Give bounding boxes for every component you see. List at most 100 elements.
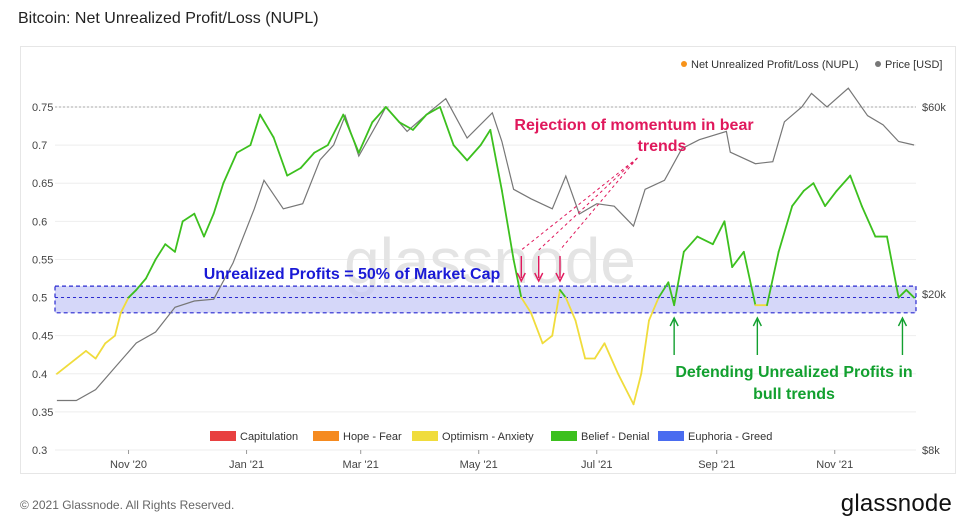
nupl-segment — [135, 277, 147, 291]
nupl-segment — [94, 342, 107, 360]
rejection-connector — [538, 157, 638, 251]
rejection-connector — [559, 157, 638, 251]
nupl-segment — [824, 189, 838, 207]
nupl-segment — [114, 311, 122, 337]
nupl-segment — [104, 334, 116, 345]
x-tick-label: Jul '21 — [581, 459, 612, 471]
zone-legend-label: Belief - Denial — [581, 431, 649, 443]
zone-legend-label: Capitulation — [240, 431, 298, 443]
zone-legend-label: Hope - Fear — [343, 431, 402, 443]
defend-arrowhead — [669, 316, 679, 327]
rejection-connector — [520, 157, 638, 251]
nupl-segment — [897, 289, 908, 299]
nupl-segment — [696, 235, 714, 246]
series-legend-label: Price [USD] — [885, 59, 942, 71]
rejection-arrowhead — [516, 272, 526, 283]
band-layer — [54, 285, 917, 314]
nupl-segment — [835, 174, 852, 192]
y-tick-label: 0.6 — [32, 216, 47, 228]
y-tick-label: 0.4 — [32, 369, 47, 381]
series-legend-label: Net Unrealized Profit/Loss (NUPL) — [691, 59, 859, 71]
nupl-segment — [65, 357, 78, 368]
zone-legend-swatch — [210, 431, 236, 441]
y-tick-label: 0.75 — [32, 102, 53, 114]
y-tick-label: 0.7 — [32, 140, 47, 152]
nupl-segment — [249, 113, 261, 147]
nupl-segment — [640, 319, 650, 375]
nupl-segment — [617, 372, 635, 406]
nupl-segment — [119, 296, 130, 314]
rejection-arrowhead — [555, 272, 565, 283]
nupl-segment — [501, 189, 515, 261]
nupl-segment — [398, 121, 414, 131]
nupl-segment — [849, 174, 863, 207]
nupl-segment — [203, 212, 215, 238]
y-tick-label: 0.3 — [32, 445, 47, 457]
arrow-layer — [516, 157, 908, 355]
nupl-segment — [766, 250, 780, 307]
nupl-segment — [384, 106, 401, 124]
y-right-tick-label: $20k — [922, 289, 946, 301]
nupl-segment — [812, 182, 826, 207]
defend-annotation-line2: bull trends — [753, 386, 835, 403]
nupl-segment — [439, 106, 455, 147]
nupl-segment — [466, 144, 482, 162]
nupl-segment — [723, 220, 734, 268]
y-tick-label: 0.65 — [32, 178, 53, 190]
y-tick-label: 0.35 — [32, 407, 53, 419]
nupl-segment — [154, 243, 167, 261]
zone-legend-swatch — [412, 431, 438, 441]
x-tick-label: Nov '21 — [816, 459, 853, 471]
x-tick-label: Jan '21 — [229, 459, 264, 471]
nupl-segment — [357, 121, 374, 154]
nupl-segment — [342, 113, 360, 154]
nupl-segment — [593, 342, 606, 360]
zone-legend-swatch — [658, 431, 684, 441]
chart-frame — [20, 46, 956, 474]
nupl-segment — [541, 334, 554, 345]
y-tick-label: 0.5 — [32, 293, 47, 305]
defend-arrowhead — [752, 316, 762, 327]
nupl-segment — [212, 182, 225, 215]
nupl-segment — [711, 220, 726, 246]
nupl-segment — [574, 319, 587, 360]
y-tick-label: 0.45 — [32, 331, 53, 343]
legend-layer: Net Unrealized Profit/Loss (NUPL) Price [… — [210, 59, 942, 443]
x-tick-label: May '21 — [460, 459, 498, 471]
x-tick-label: Sep '21 — [698, 459, 735, 471]
y-right-tick-label: $60k — [922, 102, 946, 114]
nupl-segment — [145, 258, 157, 280]
rejection-arrowhead — [534, 272, 544, 283]
nupl-layer — [56, 106, 915, 406]
text-layer: Rejection of momentum in bear trends Unrea… — [204, 117, 913, 403]
price-line — [56, 87, 915, 402]
nupl-segment — [193, 212, 205, 238]
nupl-segment — [313, 144, 329, 154]
nupl-segment — [603, 342, 619, 375]
nupl-segment — [75, 350, 87, 360]
rejection-annotation-line1: Rejection of momentum in bear — [514, 117, 753, 134]
nupl-segment — [802, 182, 815, 192]
nupl-segment — [551, 289, 561, 337]
nupl-segment — [425, 106, 441, 116]
nupl-segment — [222, 151, 238, 185]
watermark: glassnode — [344, 225, 636, 297]
nupl-segment — [742, 250, 757, 307]
nupl-segment — [452, 144, 469, 162]
nupl-segment — [299, 151, 316, 169]
nupl-segment — [489, 128, 503, 192]
x-tick-label: Mar '21 — [343, 459, 379, 471]
nupl-segment — [272, 136, 289, 177]
defend-annotation-line1: Defending Unrealized Profits in — [675, 364, 912, 381]
nupl-segment — [648, 296, 660, 322]
y-right-tick-label: $8k — [922, 445, 940, 457]
nupl-segment — [731, 250, 745, 268]
nupl-segment — [412, 113, 428, 131]
brand-logo: glassnode — [840, 490, 952, 517]
nupl-segment — [667, 281, 676, 307]
nupl-segment — [479, 128, 492, 147]
zone-legend-label: Optimism - Anxiety — [442, 431, 534, 443]
nupl-segment — [632, 372, 643, 406]
nupl-segment — [657, 281, 670, 299]
nupl-segment — [673, 250, 685, 307]
